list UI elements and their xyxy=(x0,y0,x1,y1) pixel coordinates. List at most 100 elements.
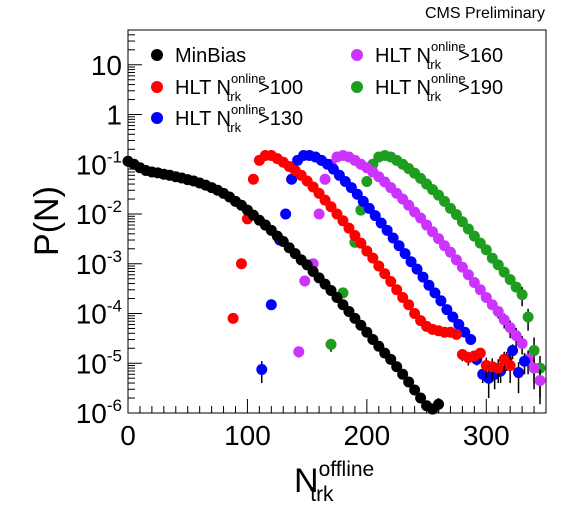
data-point xyxy=(385,353,397,365)
data-point xyxy=(247,173,259,185)
data-point xyxy=(528,345,540,357)
legend-entry: HLT Nonline trk >160 xyxy=(375,39,503,72)
legend-marker xyxy=(351,81,363,93)
data-point xyxy=(492,362,504,374)
data-point xyxy=(534,375,546,387)
data-point xyxy=(399,248,411,260)
legend-entry: HLT Nonline trk >190 xyxy=(375,71,503,104)
legend-marker xyxy=(151,49,163,61)
y-axis-title: P(N) xyxy=(28,186,66,256)
data-point xyxy=(480,244,492,256)
data-point xyxy=(498,314,510,326)
data-point xyxy=(468,277,480,289)
data-point xyxy=(417,271,429,283)
data-point xyxy=(411,263,423,275)
data-point xyxy=(363,202,375,214)
data-point xyxy=(492,305,504,317)
legend-entry: HLT Nonline trk >100 xyxy=(175,71,303,104)
data-point xyxy=(423,279,435,291)
data-point xyxy=(355,237,367,249)
x-tick-label: 100 xyxy=(224,420,271,451)
data-point xyxy=(403,299,415,311)
data-point xyxy=(465,334,477,346)
data-point xyxy=(385,275,397,287)
data-point xyxy=(504,274,516,286)
data-point xyxy=(444,246,456,258)
legend-marker xyxy=(151,81,163,93)
data-point xyxy=(361,176,373,188)
data-point xyxy=(325,338,337,350)
x-tick-label: 0 xyxy=(120,420,136,451)
data-point xyxy=(504,360,516,372)
data-point xyxy=(504,322,516,334)
data-point xyxy=(456,261,468,273)
data-point xyxy=(498,266,510,278)
legend-marker xyxy=(151,112,163,124)
x-tick-label: 200 xyxy=(343,420,390,451)
data-point xyxy=(474,347,486,359)
data-point xyxy=(397,291,409,303)
y-tick-label: 10-2 xyxy=(76,197,122,230)
axis-ticks xyxy=(127,29,547,414)
data-point xyxy=(375,217,387,229)
y-tick-label: 10-4 xyxy=(76,297,122,330)
data-point xyxy=(462,269,474,281)
data-point xyxy=(325,201,337,213)
data-point xyxy=(474,284,486,296)
data-point xyxy=(381,224,393,236)
data-point xyxy=(331,291,343,303)
y-tick-label: 10 xyxy=(91,50,122,81)
data-point xyxy=(393,240,405,252)
data-point xyxy=(265,299,277,311)
y-tick-label: 10-3 xyxy=(76,247,122,280)
data-point xyxy=(510,281,522,293)
data-point xyxy=(435,295,447,307)
data-point xyxy=(429,287,441,299)
data-point xyxy=(441,304,453,316)
x-tick-label: 300 xyxy=(463,420,510,451)
data-point xyxy=(415,392,427,404)
data-point xyxy=(349,229,361,241)
data-point xyxy=(286,173,298,185)
data-series xyxy=(122,150,546,415)
legend-marker xyxy=(351,49,363,61)
data-point xyxy=(450,328,462,340)
data-point xyxy=(453,319,465,331)
data-point xyxy=(369,210,381,222)
y-tick-label: 1 xyxy=(106,100,122,131)
data-point xyxy=(459,326,471,338)
series-2 xyxy=(256,150,531,399)
legend-entry: HLT Nonline trk >130 xyxy=(175,102,303,135)
data-point xyxy=(391,284,403,296)
data-point xyxy=(522,311,534,323)
data-point xyxy=(387,232,399,244)
data-point xyxy=(510,330,522,342)
data-point xyxy=(319,173,331,185)
data-point xyxy=(409,384,421,396)
data-point xyxy=(447,311,459,323)
data-point xyxy=(433,398,445,410)
data-point xyxy=(280,208,292,220)
data-point xyxy=(367,252,379,264)
series-0 xyxy=(122,155,445,415)
x-axis-title: Noffline trk xyxy=(294,458,374,505)
data-point xyxy=(397,368,409,380)
data-point xyxy=(355,204,367,216)
data-point xyxy=(299,275,311,287)
data-point xyxy=(516,337,528,349)
data-point xyxy=(379,268,391,280)
axis-titles: P(N) Noffline trk xyxy=(28,186,374,505)
data-point xyxy=(343,222,355,234)
y-tick-label: 10-1 xyxy=(76,147,122,180)
data-point xyxy=(235,258,247,270)
data-point xyxy=(519,355,531,367)
header-label: CMS Preliminary xyxy=(425,5,545,22)
data-point xyxy=(256,363,268,375)
data-point xyxy=(450,254,462,266)
data-point xyxy=(391,361,403,373)
y-tick-label: 10-6 xyxy=(76,396,122,429)
series-4 xyxy=(325,150,546,399)
